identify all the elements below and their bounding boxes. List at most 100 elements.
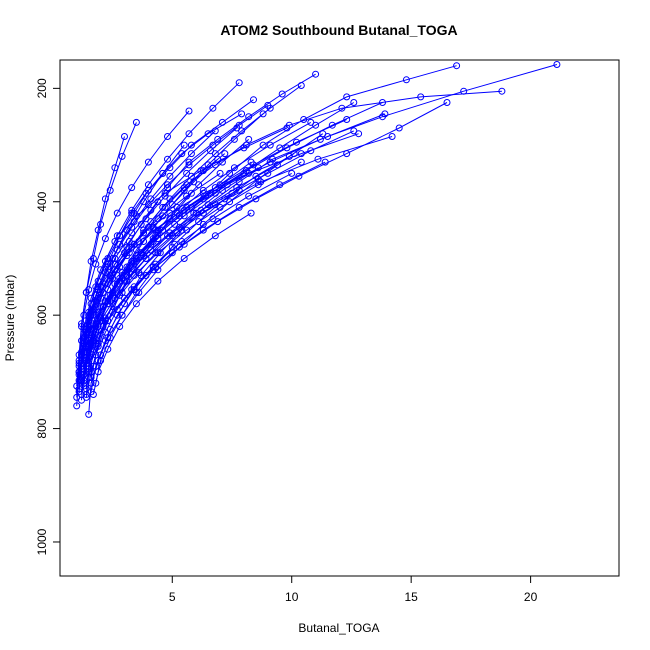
data-point xyxy=(82,393,90,401)
data-point xyxy=(92,323,100,330)
data-point xyxy=(142,272,150,279)
data-point xyxy=(116,240,124,248)
data-point xyxy=(247,209,255,217)
series-2 xyxy=(75,70,320,396)
data-point xyxy=(185,107,193,115)
data-point xyxy=(321,158,329,166)
data-point xyxy=(123,226,131,234)
series-line xyxy=(85,192,192,398)
data-point xyxy=(199,226,207,234)
data-point xyxy=(166,215,174,223)
data-point xyxy=(355,130,363,138)
data-point xyxy=(307,118,315,126)
series-line xyxy=(92,139,250,367)
data-point xyxy=(211,184,219,192)
data-point xyxy=(187,189,195,197)
data-point xyxy=(240,144,248,152)
series-line xyxy=(78,144,185,372)
y-tick-label: 400 xyxy=(35,191,49,211)
data-point xyxy=(82,385,90,393)
data-point xyxy=(395,124,403,132)
data-point xyxy=(123,243,131,251)
data-point xyxy=(75,368,83,376)
data-point xyxy=(87,257,95,265)
data-point xyxy=(101,195,109,203)
data-point xyxy=(379,99,386,106)
data-point xyxy=(121,133,128,140)
data-point xyxy=(297,82,305,89)
data-point xyxy=(266,141,274,149)
data-point xyxy=(460,87,468,95)
data-point xyxy=(116,291,124,299)
data-point xyxy=(73,382,81,390)
data-point xyxy=(283,124,291,132)
data-point xyxy=(183,226,191,234)
data-point xyxy=(94,357,102,364)
data-point xyxy=(195,181,203,189)
data-point xyxy=(226,198,234,206)
data-point xyxy=(94,308,102,316)
data-point xyxy=(87,368,95,376)
x-tick-label: 10 xyxy=(285,590,299,604)
data-point xyxy=(211,232,219,240)
data-point xyxy=(259,141,267,149)
data-point xyxy=(132,289,140,296)
data-point xyxy=(164,155,171,163)
data-point xyxy=(235,203,243,211)
series-line xyxy=(76,136,125,387)
data-point xyxy=(273,161,281,169)
series-42 xyxy=(89,135,253,370)
series-38 xyxy=(82,158,329,393)
data-point xyxy=(109,255,117,262)
data-point xyxy=(94,368,102,376)
x-tick-label: 5 xyxy=(169,590,176,604)
data-point xyxy=(252,195,260,203)
data-point xyxy=(73,402,81,410)
data-point xyxy=(104,345,112,353)
y-tick-label: 1000 xyxy=(35,528,49,555)
y-tick-label: 600 xyxy=(35,305,49,325)
data-point xyxy=(453,62,461,70)
data-point xyxy=(235,79,243,87)
x-axis-label: Butanal_TOGA xyxy=(298,621,379,635)
data-point xyxy=(312,70,320,78)
data-point xyxy=(187,150,195,158)
data-point xyxy=(123,272,131,279)
data-point xyxy=(101,328,109,336)
data-point xyxy=(78,359,85,367)
data-point xyxy=(180,141,188,149)
series-line xyxy=(83,85,302,381)
data-point xyxy=(101,317,109,325)
data-point xyxy=(175,212,183,220)
data-point xyxy=(82,289,90,296)
data-point xyxy=(209,215,217,223)
data-point xyxy=(216,203,224,211)
data-point xyxy=(113,246,121,254)
chart-title: ATOM2 Southbound Butanal_TOGA xyxy=(220,22,457,38)
data-point xyxy=(137,220,145,228)
data-point xyxy=(147,240,155,248)
data-point xyxy=(147,218,155,226)
data-point xyxy=(128,184,136,192)
data-point xyxy=(180,206,188,214)
data-point xyxy=(185,130,193,138)
series-27 xyxy=(89,209,255,398)
series-line xyxy=(78,73,316,392)
data-point xyxy=(106,334,114,342)
data-point xyxy=(85,308,93,316)
plot-area xyxy=(73,61,561,418)
x-tick-label: 20 xyxy=(524,590,538,604)
data-point xyxy=(92,283,100,291)
data-point xyxy=(245,135,253,143)
data-point xyxy=(123,263,131,271)
data-point xyxy=(97,283,105,291)
data-point xyxy=(343,150,351,158)
data-point xyxy=(209,104,217,112)
data-point xyxy=(94,277,102,285)
data-point xyxy=(113,232,121,240)
data-point xyxy=(297,150,305,158)
data-point xyxy=(118,311,126,319)
series-line xyxy=(81,104,269,370)
